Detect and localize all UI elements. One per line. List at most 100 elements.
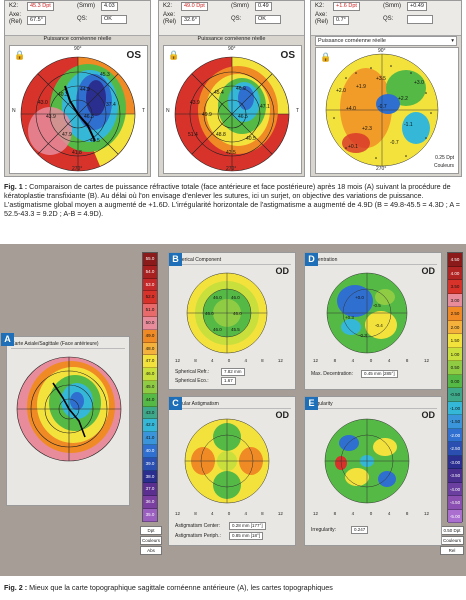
map-value: -0.5 <box>373 303 381 308</box>
svg-text:46.9: 46.9 <box>236 86 246 92</box>
svg-text:+2.2: +2.2 <box>398 96 408 102</box>
map-value: 46.0 <box>213 327 222 332</box>
scale-step: -3.00 <box>448 455 462 469</box>
eye-label: OD <box>421 266 436 276</box>
axis-t: T <box>295 108 299 114</box>
scale-step: 48.0 <box>143 342 157 356</box>
svg-text:46.5: 46.5 <box>238 114 248 120</box>
axis-tick: 12 <box>423 511 429 516</box>
scale-step: 38.0 <box>143 470 157 484</box>
axis-scale: 12 8 4 0 4 8 12 <box>175 358 283 363</box>
axis-tick: 4 <box>210 511 214 516</box>
abs-button[interactable]: Abs <box>140 546 162 555</box>
map-value: 45.5 <box>231 327 240 332</box>
scale-step: -3.50 <box>448 469 462 483</box>
irregularity-map <box>324 418 410 504</box>
svg-text:-1.1: -1.1 <box>404 122 413 128</box>
scale-step: 52.0 <box>143 291 157 305</box>
figure-1-caption: Fig. 1 : Comparaison de cartes de puissa… <box>4 182 462 218</box>
svg-text:48.8: 48.8 <box>216 132 226 138</box>
lock-icon: 🔒 <box>14 50 26 60</box>
eye-label: OD <box>275 410 290 420</box>
window-title: Irregularity <box>309 400 437 409</box>
scale-step: -1.00 <box>448 401 462 415</box>
difference-map: +1.9 +3.5 +4.0 -0.7 +2.2 +2.3 -1.1 -0.7 +0.1 +… <box>315 47 459 174</box>
axis-tick: 0 <box>369 511 373 516</box>
k2-sub-label: (Smm) <box>77 3 95 9</box>
map-value: -0.4 <box>375 323 383 328</box>
map-value: +0.3 <box>345 315 354 320</box>
axe-label: Axe: <box>9 12 22 18</box>
axis-tick: 12 <box>277 511 283 516</box>
map-value: 46.0 <box>205 311 214 316</box>
svg-text:47.9: 47.9 <box>62 132 72 138</box>
svg-text:47.1: 47.1 <box>260 104 270 110</box>
colors-label: Couleurs <box>433 163 454 169</box>
lock-icon: 🔒 <box>320 52 332 62</box>
field-label: Max. Decentration: <box>311 371 353 377</box>
scale-step: 4.00 <box>448 266 462 280</box>
axis-tick: 4 <box>351 358 355 363</box>
panel-header: K2: +1.6 Dpt (Smm) +0.49 Axe: (Rel) 0.7°… <box>311 1 461 36</box>
map-type-select[interactable]: Puissance cornéenne réelle ▾ <box>315 36 457 46</box>
rel-button[interactable]: Rel <box>440 546 464 555</box>
colors-button[interactable]: Couleurs <box>140 536 162 545</box>
axe-sub-label: (Rel) <box>315 19 328 25</box>
axis-n: N <box>12 108 16 114</box>
qs-value <box>407 15 433 24</box>
axis-tick: 4 <box>244 358 247 363</box>
axis-270: 270° <box>376 166 387 172</box>
svg-text:42.5: 42.5 <box>226 150 236 156</box>
axis-scale: 12 8 4 0 4 8 12 <box>175 511 283 516</box>
scale-step: 55.0 <box>143 253 157 266</box>
panel-difference: K2: +1.6 Dpt (Smm) +0.49 Axe: (Rel) 0.7°… <box>310 0 462 177</box>
scale-step: -1.50 <box>448 415 462 429</box>
axis-90: 90° <box>74 46 82 52</box>
select-value: Puissance cornéenne réelle <box>318 38 386 44</box>
axis-tick: 8 <box>405 358 409 363</box>
qs-label: QS: <box>77 16 88 22</box>
k2-sub-value: 4.03 <box>101 2 118 11</box>
axis-tick: 8 <box>194 358 197 363</box>
window-a-axial-map: Carte Axiale/Sagittale (Face antérieure)… <box>1 333 130 506</box>
k2-label: K2: <box>315 3 325 9</box>
scale-step: 54.0 <box>143 265 157 279</box>
svg-text:43.9: 43.9 <box>46 114 56 120</box>
qs-label: QS: <box>231 16 242 22</box>
eye-label: OD <box>275 266 290 276</box>
svg-text:45.3: 45.3 <box>100 72 110 78</box>
topography-map: 40.3 44.9 43.9 46.3 47.9 48.5 43.0 37.4 41.8 45… <box>9 45 148 174</box>
corneal-map-difference: +1.9 +3.5 +4.0 -0.7 +2.2 +2.3 -1.1 -0.7 +0.1 +… <box>325 53 439 167</box>
right-scale-footer: 0.50 Dpt Couleurs Rel <box>440 526 464 555</box>
axis-270: 270° <box>72 166 83 172</box>
axis-tick: 12 <box>277 358 283 363</box>
eye-label: OS <box>126 50 141 61</box>
axis-scale: 12 8 4 0 4 8 12 <box>313 358 429 363</box>
badge-c: C <box>169 397 182 410</box>
scale-step: 2.00 <box>448 320 462 334</box>
scale-step: 3.00 <box>448 293 462 307</box>
scale-step: 42.0 <box>143 419 157 433</box>
scale-step: 46.0 <box>143 368 157 381</box>
svg-text:51.4: 51.4 <box>188 132 198 138</box>
field-value: 0.247 <box>351 526 369 534</box>
panel-header: K2: 45.3 Dpt (Smm) 4.03 Axe: (Rel) 67.5°… <box>5 1 150 36</box>
svg-text:43.0: 43.0 <box>38 100 48 106</box>
badge-e: E <box>305 397 318 410</box>
scale-step: 50.0 <box>143 316 157 330</box>
corneal-map-b: 45.4 46.9 49.9 46.5 48.8 40.5 43.9 47.1 42.5 51… <box>174 56 290 172</box>
svg-text:49.9: 49.9 <box>202 112 212 118</box>
svg-text:41.8: 41.8 <box>72 150 82 156</box>
panel-b: K2: 49.0 Dpt (Smm) 0.49 Axe: (Rel) 32.6°… <box>158 0 305 177</box>
panel-title: Puissance cornéenne réelle <box>197 36 266 42</box>
colors-button[interactable]: Couleurs <box>440 536 464 545</box>
lock-icon: 🔒 <box>168 50 180 60</box>
axis-tick: 4 <box>351 511 355 516</box>
unit-label: Dpt <box>140 526 162 535</box>
axial-map <box>16 356 122 462</box>
caption-text: Mieux que la carte topographique sagitta… <box>27 583 333 592</box>
svg-text:+3.0: +3.0 <box>414 80 424 86</box>
svg-text:+3.5: +3.5 <box>376 76 386 82</box>
axis-tick: 8 <box>405 511 409 516</box>
scale-step: 1.00 <box>448 347 462 361</box>
